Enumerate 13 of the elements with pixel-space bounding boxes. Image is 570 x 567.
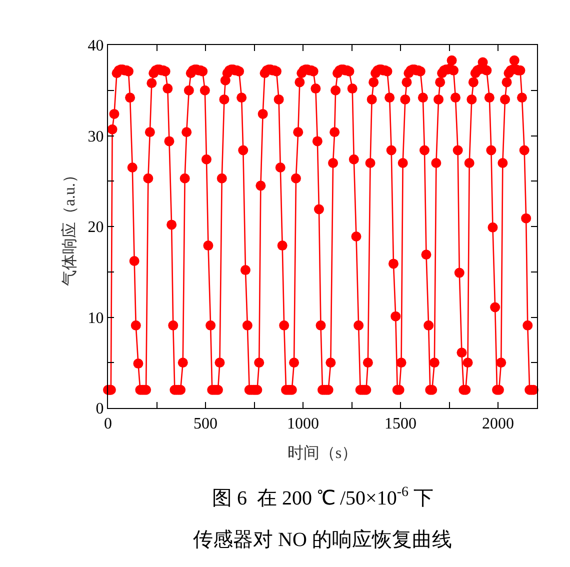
y-tick-label: 10 [88, 310, 104, 327]
x-tick-label: 1500 [384, 415, 416, 432]
x-tick-label: 2000 [482, 415, 514, 432]
y-tick-label: 20 [88, 219, 104, 236]
y-axis-title: 气体响应（a.u.） [60, 166, 79, 286]
x-tick-label: 500 [194, 415, 218, 432]
x-axis-title: 时间（s） [287, 444, 358, 462]
y-tick-label: 30 [88, 128, 104, 146]
text: 传感器对 NO 的响应恢复曲线 [193, 529, 452, 551]
text: 图 6 在 200 ℃ /50×10$^{-6}$ 下 [212, 485, 434, 510]
y-tick-label: 0 [96, 400, 104, 418]
y-tick-label: 40 [88, 38, 104, 55]
x-tick-label: 1000 [287, 415, 319, 432]
